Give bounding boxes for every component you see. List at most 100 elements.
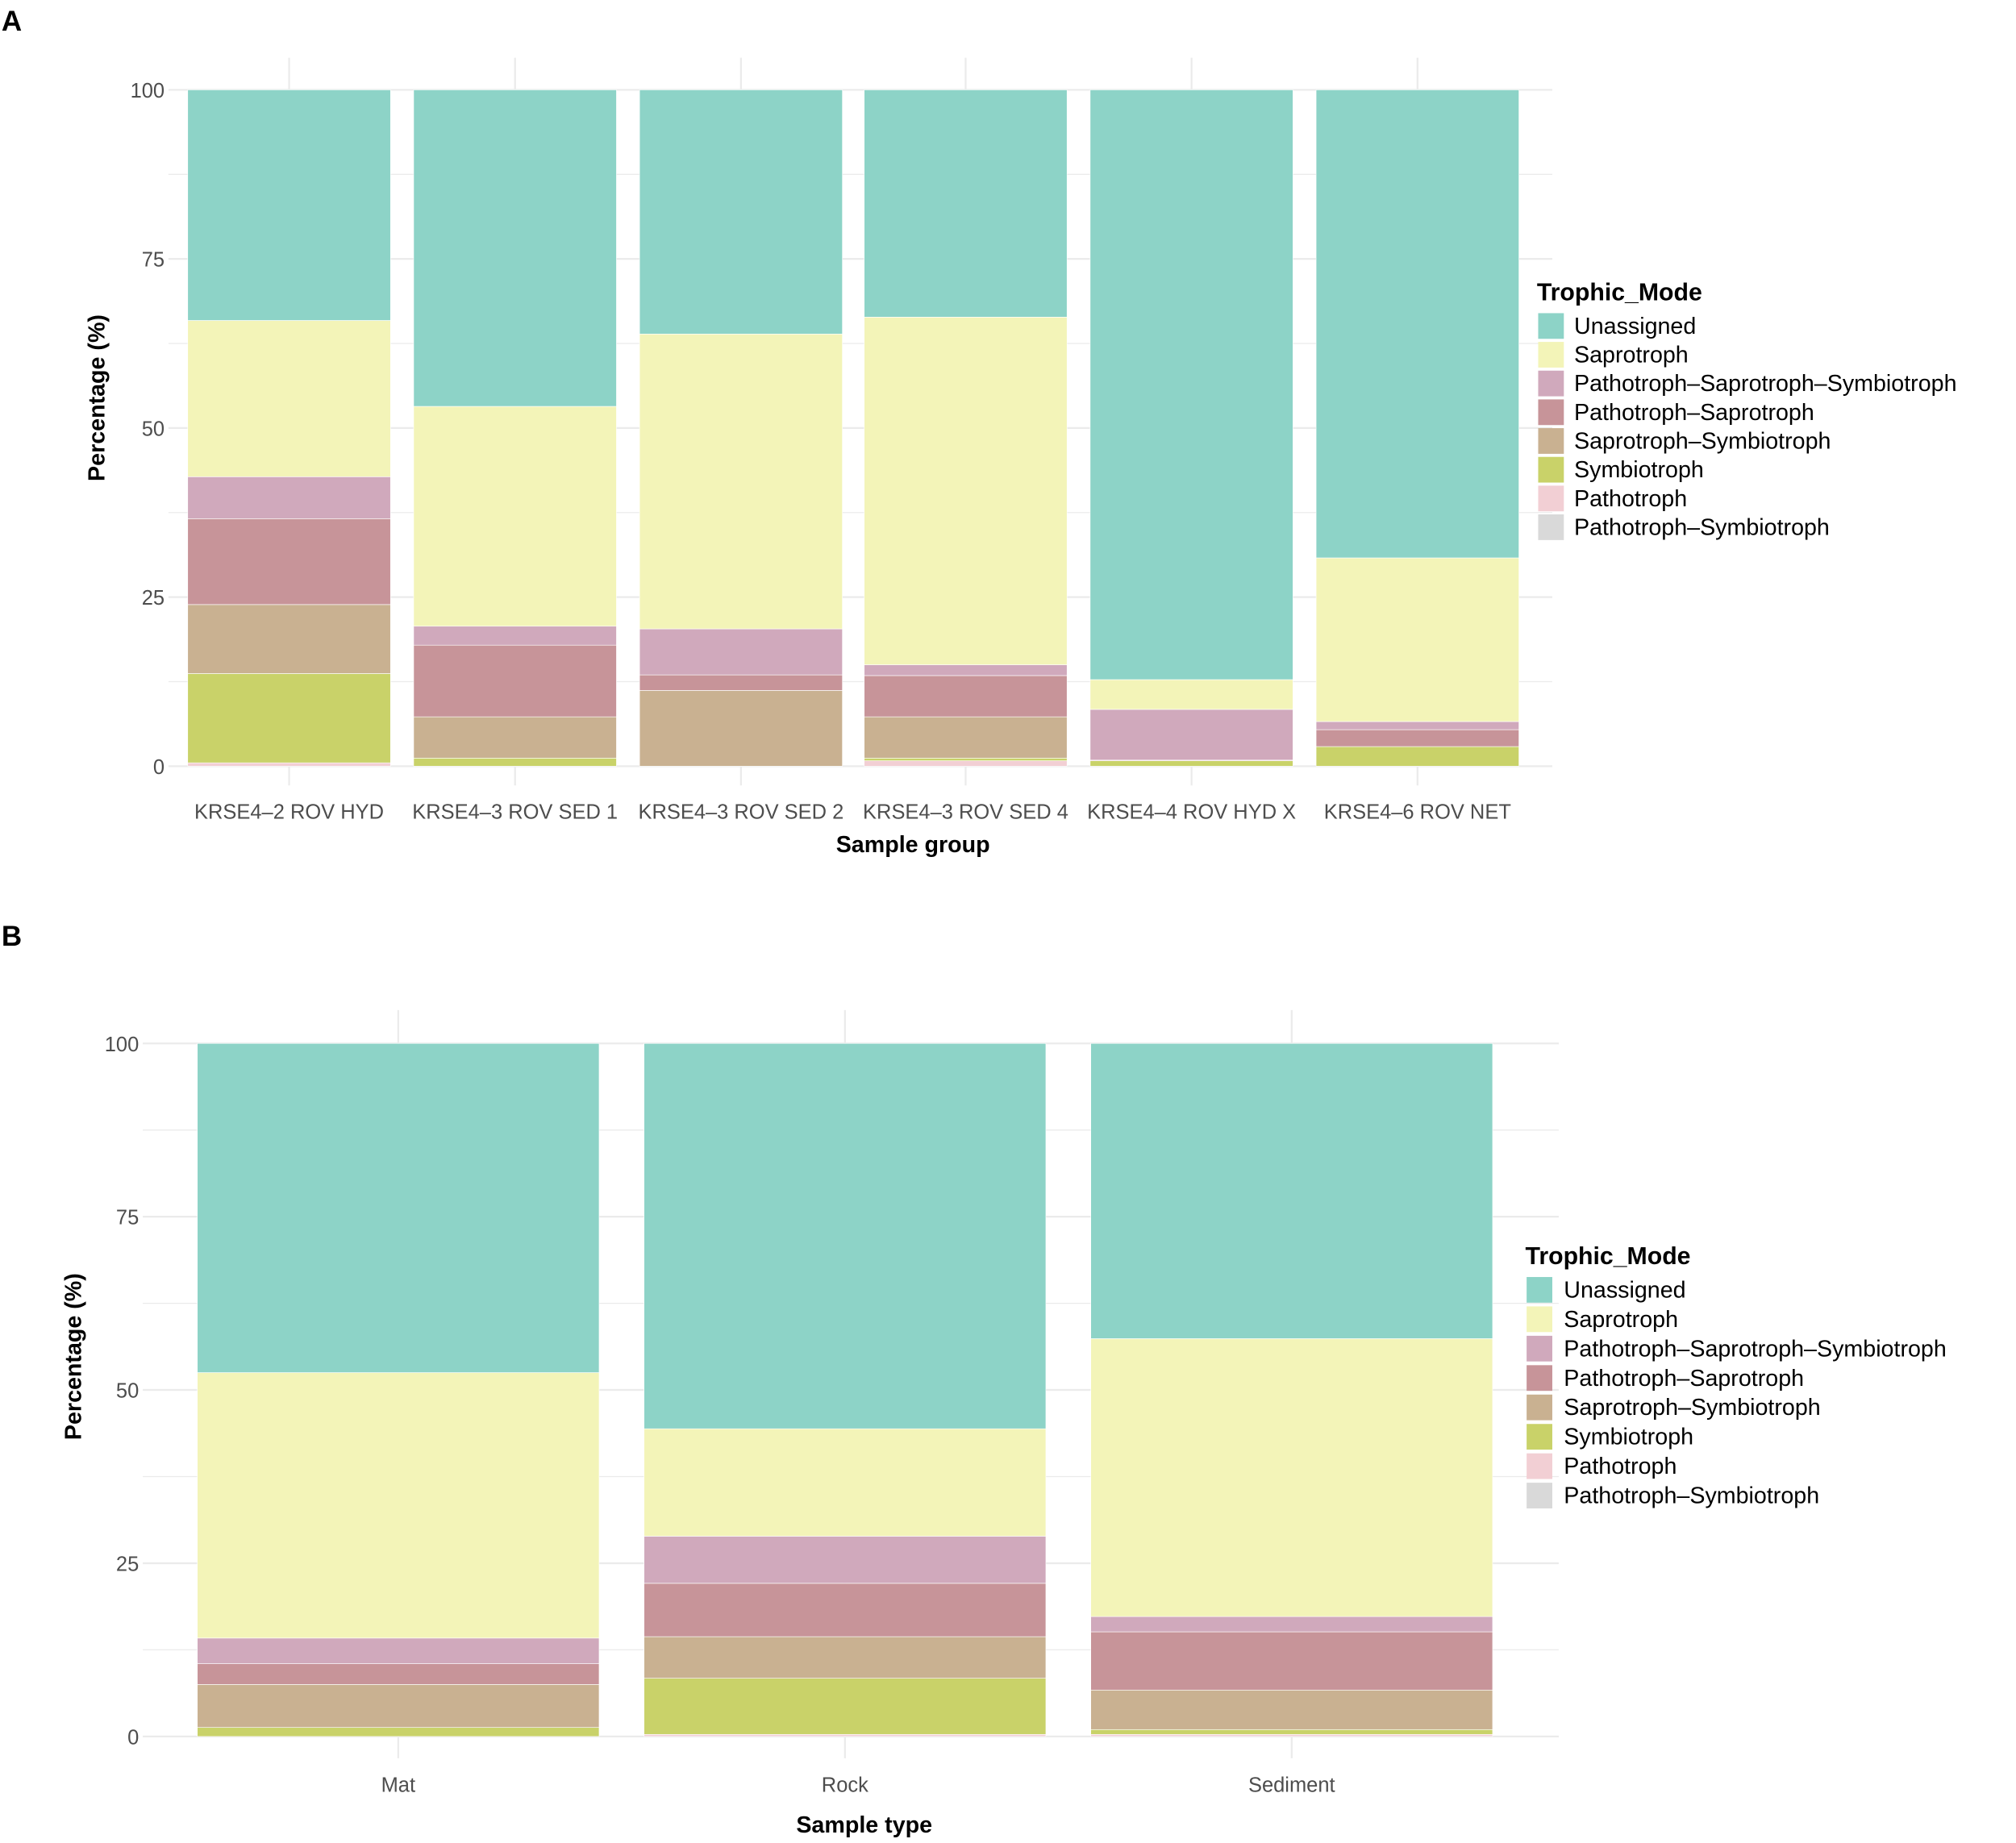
x-tick-label: KRSE4–6 ROV NET	[1324, 801, 1511, 824]
chart-panel-a: A 0 25 50 75 100 KRSE4–2 ROV HYD KRSE4–3 ROV SE…	[2, 6, 1957, 858]
bar-segment	[644, 1042, 1047, 1429]
legend-swatch	[1527, 1276, 1552, 1303]
bar-segment	[644, 1678, 1047, 1735]
x-tick-label: KRSE4–3 ROV SED 2	[638, 801, 843, 824]
legend-label: Pathotroph–Symbiotroph	[1564, 1483, 1819, 1509]
y-tick-label: 25	[116, 1554, 139, 1576]
legend-label: Pathotroph	[1564, 1454, 1677, 1479]
chart-panel-b: B 0 25 50 75 100 Mat Rock Sediment Sample type Per…	[2, 921, 1947, 1838]
bar-segment	[644, 1636, 1047, 1679]
bar-segment	[413, 644, 617, 718]
bar-segment	[1315, 729, 1519, 747]
bar-segment	[1315, 746, 1519, 767]
legend-label: Unassigned	[1564, 1277, 1685, 1303]
legend-swatch	[1527, 1365, 1552, 1392]
y-axis-title: Percentage (%)	[61, 1273, 87, 1440]
bar-segment	[1315, 721, 1519, 730]
legend-label: Unassigned	[1574, 314, 1696, 339]
bar-segment	[197, 1637, 600, 1664]
legend-label: Saprotroph	[1564, 1307, 1678, 1333]
legend-swatch	[1538, 456, 1564, 483]
bar-segment	[187, 604, 391, 674]
bar-segment	[197, 1663, 600, 1685]
bar-segment	[413, 757, 617, 767]
bar-segment	[187, 673, 391, 763]
bar-segment	[197, 1372, 600, 1639]
bar-segment	[1089, 679, 1293, 710]
bar-segment	[864, 89, 1068, 318]
bar-segment	[197, 1727, 600, 1737]
bar-segment	[864, 664, 1068, 676]
legend-swatch	[1538, 485, 1564, 512]
bar-segment	[1315, 557, 1519, 722]
y-tick-label: 75	[142, 249, 165, 272]
legend-label: Symbiotroph	[1564, 1425, 1693, 1450]
y-tick-label: 100	[131, 80, 165, 102]
legend-swatch	[1527, 1394, 1552, 1421]
legend: Trophic_Mode Unassigned Saprotroph Pathotro…	[1526, 1243, 1947, 1509]
legend-label: Saprotroph–Symbiotroph	[1564, 1395, 1820, 1421]
legend-swatch	[1527, 1335, 1552, 1362]
bar-segment	[644, 1536, 1047, 1584]
y-tick-label: 25	[142, 587, 165, 609]
bar-segment	[187, 89, 391, 321]
bar-segment	[644, 1583, 1047, 1637]
bar-segment	[864, 760, 1068, 767]
legend-swatch	[1527, 1424, 1552, 1450]
x-tick-label: KRSE4–4 ROV HYD X	[1087, 801, 1296, 824]
x-tick-label: Rock	[822, 1774, 868, 1796]
bar-segment	[1089, 709, 1293, 761]
y-tick-label: 0	[153, 756, 165, 779]
bar-segment	[413, 89, 617, 407]
legend-swatch	[1538, 514, 1564, 540]
bar-segment	[1089, 760, 1293, 767]
bar-segment	[1090, 1729, 1493, 1735]
legend-swatch	[1538, 370, 1564, 397]
legend-label: Pathotroph–Saprotroph	[1564, 1366, 1804, 1392]
bar-segment	[644, 1733, 1047, 1737]
legend-swatch	[1538, 313, 1564, 339]
legend-swatch	[1527, 1483, 1552, 1508]
legend-swatch	[1538, 428, 1564, 454]
panel-label: A	[2, 6, 22, 37]
legend-label: Pathotroph–Saprotroph	[1574, 400, 1814, 426]
legend-title: Trophic_Mode	[1526, 1243, 1691, 1270]
legend-label: Symbiotroph	[1574, 457, 1704, 483]
legend-swatch	[1527, 1453, 1552, 1479]
x-tick-label: Sediment	[1248, 1774, 1335, 1796]
bar-segment	[187, 320, 391, 477]
bar-segment	[1090, 1338, 1493, 1617]
bar-segment	[1090, 1616, 1493, 1633]
x-tick-label: KRSE4–2 ROV HYD	[194, 801, 384, 824]
bar-segment	[639, 674, 843, 691]
legend-label: Saprotroph–Symbiotroph	[1574, 429, 1831, 455]
bar-segment	[187, 762, 391, 767]
bar-segment	[639, 690, 843, 767]
bar-segment	[197, 1042, 600, 1373]
bar-segment	[639, 333, 843, 630]
y-tick-label: 50	[142, 418, 165, 440]
y-tick-label: 75	[116, 1207, 139, 1229]
legend: Trophic_Mode Unassigned Saprotroph Pathotro…	[1537, 280, 1957, 541]
bar-segment	[639, 628, 843, 676]
y-axis-title: Percentage (%)	[84, 314, 110, 481]
legend-swatch	[1538, 342, 1564, 368]
x-tick-label: KRSE4–3 ROV SED 1	[412, 801, 618, 824]
legend-label: Pathotroph–Saprotroph–Symbiotroph	[1574, 371, 1956, 397]
x-axis-title: Sample group	[836, 832, 990, 858]
bar-segment	[644, 1428, 1047, 1537]
legend-label: Pathotroph–Symbiotroph	[1574, 515, 1830, 541]
bar-segment	[1090, 1689, 1493, 1730]
bar-segment	[864, 317, 1068, 665]
legend-label: Pathotroph	[1574, 486, 1687, 512]
bar-segment	[187, 476, 391, 519]
legend-swatch	[1538, 399, 1564, 426]
legend-label: Saprotroph	[1574, 343, 1689, 368]
bar-segment	[639, 89, 843, 335]
bar-segment	[413, 406, 617, 627]
bar-segment	[197, 1684, 600, 1729]
bar-segment	[864, 716, 1068, 759]
y-tick-label: 0	[127, 1726, 139, 1749]
bar-segment	[1090, 1631, 1493, 1691]
